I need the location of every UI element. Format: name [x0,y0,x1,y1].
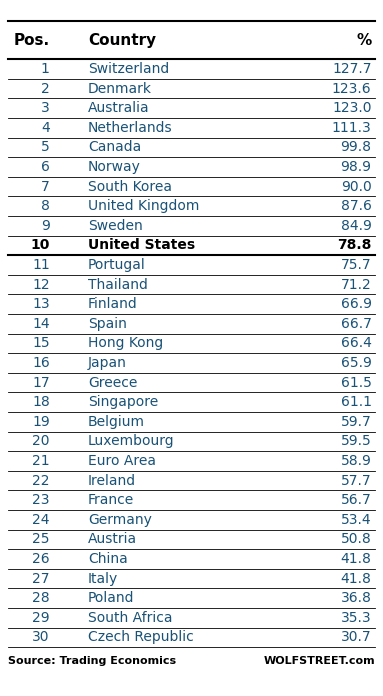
Text: 111.3: 111.3 [332,121,372,135]
Text: 5: 5 [41,141,50,155]
Text: 9: 9 [41,219,50,232]
Text: 35.3: 35.3 [341,611,372,625]
Text: South Korea: South Korea [88,180,172,193]
Text: 15: 15 [32,336,50,350]
Text: 56.7: 56.7 [341,493,372,507]
Text: 90.0: 90.0 [341,180,372,193]
Text: 66.7: 66.7 [340,317,372,331]
Text: WOLFSTREET.com: WOLFSTREET.com [264,656,375,666]
Text: Poland: Poland [88,592,134,606]
Text: 2: 2 [41,81,50,95]
Text: 24: 24 [32,513,50,527]
Text: Spain: Spain [88,317,127,331]
Text: Australia: Australia [88,101,150,115]
Text: Thailand: Thailand [88,278,148,292]
Text: 23: 23 [32,493,50,507]
Text: Portugal: Portugal [88,258,146,272]
Text: Pos.: Pos. [14,33,50,47]
Text: Ireland: Ireland [88,474,136,488]
Text: Singapore: Singapore [88,395,158,409]
Text: Austria: Austria [88,532,137,546]
Text: 3: 3 [41,101,50,115]
Text: 87.6: 87.6 [340,199,372,213]
Text: 53.4: 53.4 [341,513,372,527]
Text: Canada: Canada [88,141,141,155]
Text: %: % [356,33,372,47]
Text: 29: 29 [32,611,50,625]
Text: 127.7: 127.7 [332,62,372,76]
Text: 36.8: 36.8 [340,592,372,606]
Text: 10: 10 [30,239,50,253]
Text: 57.7: 57.7 [341,474,372,488]
Text: Japan: Japan [88,356,127,370]
Text: 13: 13 [32,297,50,311]
Text: 19: 19 [32,415,50,429]
Text: 41.8: 41.8 [340,571,372,585]
Text: Finland: Finland [88,297,138,311]
Text: 28: 28 [32,592,50,606]
Text: 17: 17 [32,376,50,390]
Text: 18: 18 [32,395,50,409]
Text: United States: United States [88,239,195,253]
Text: 22: 22 [32,474,50,488]
Text: 6: 6 [41,160,50,174]
Text: 65.9: 65.9 [340,356,372,370]
Text: 75.7: 75.7 [341,258,372,272]
Text: 61.1: 61.1 [340,395,372,409]
Text: 58.9: 58.9 [340,454,372,468]
Text: 59.5: 59.5 [341,434,372,448]
Text: 27: 27 [32,571,50,585]
Text: South Africa: South Africa [88,611,173,625]
Text: 21: 21 [32,454,50,468]
Text: France: France [88,493,134,507]
Text: Belgium: Belgium [88,415,145,429]
Text: 66.9: 66.9 [340,297,372,311]
Text: Euro Area: Euro Area [88,454,156,468]
Text: 66.4: 66.4 [340,336,372,350]
Text: 30: 30 [32,631,50,644]
Text: 16: 16 [32,356,50,370]
Text: 8: 8 [41,199,50,213]
Text: Netherlands: Netherlands [88,121,173,135]
Text: 4: 4 [41,121,50,135]
Text: China: China [88,552,128,566]
Text: Country: Country [88,33,156,47]
Text: 84.9: 84.9 [340,219,372,232]
Text: Source: Trading Economics: Source: Trading Economics [8,656,176,666]
Text: Italy: Italy [88,571,118,585]
Text: 14: 14 [32,317,50,331]
Text: 25: 25 [32,532,50,546]
Text: Czech Republic: Czech Republic [88,631,194,644]
Text: 26: 26 [32,552,50,566]
Text: 123.6: 123.6 [332,81,372,95]
Text: Greece: Greece [88,376,137,390]
Text: Hong Kong: Hong Kong [88,336,163,350]
Text: 71.2: 71.2 [341,278,372,292]
Text: 98.9: 98.9 [340,160,372,174]
Text: Denmark: Denmark [88,81,152,95]
Text: 11: 11 [32,258,50,272]
Text: 12: 12 [32,278,50,292]
Text: 78.8: 78.8 [337,239,372,253]
Text: 61.5: 61.5 [340,376,372,390]
Text: Luxembourg: Luxembourg [88,434,175,448]
Text: Sweden: Sweden [88,219,143,232]
Text: 7: 7 [41,180,50,193]
Text: 41.8: 41.8 [340,552,372,566]
Text: 20: 20 [32,434,50,448]
Text: 50.8: 50.8 [341,532,372,546]
Text: Switzerland: Switzerland [88,62,169,76]
Text: Germany: Germany [88,513,152,527]
Text: Norway: Norway [88,160,141,174]
Text: 30.7: 30.7 [341,631,372,644]
Text: 123.0: 123.0 [332,101,372,115]
Text: 99.8: 99.8 [340,141,372,155]
Text: 59.7: 59.7 [341,415,372,429]
Text: United Kingdom: United Kingdom [88,199,200,213]
Text: 1: 1 [41,62,50,76]
